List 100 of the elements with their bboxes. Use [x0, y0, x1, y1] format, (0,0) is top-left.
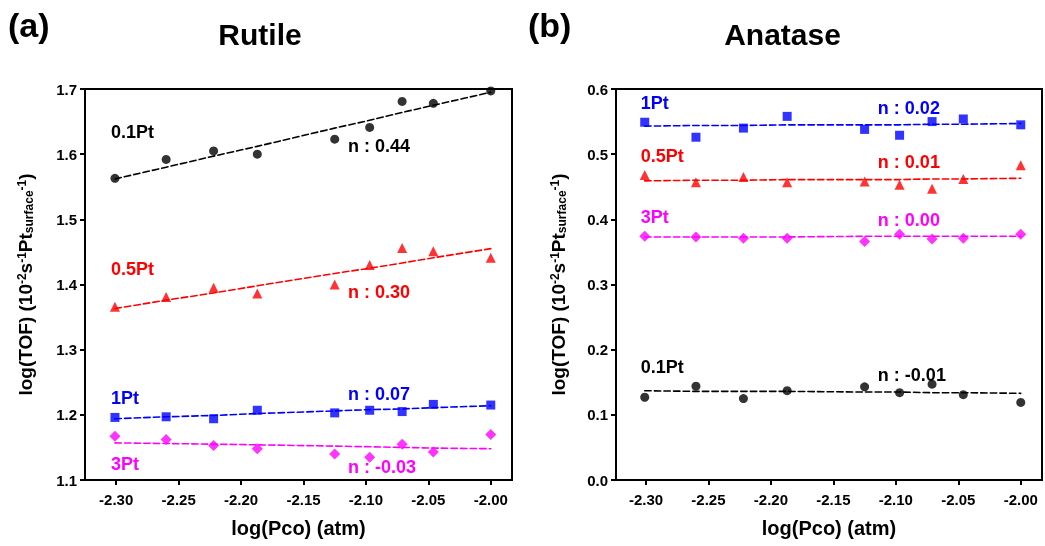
point [859, 235, 871, 247]
y-tick-label: 1.7 [56, 80, 77, 98]
point [365, 405, 375, 415]
point [640, 117, 650, 127]
point [208, 282, 219, 293]
y-tick-label: 0.3 [587, 276, 608, 293]
point [691, 132, 701, 142]
x-axis-title: log(Pco) (atm) [231, 517, 366, 539]
point [738, 394, 748, 404]
y-tick-label: 0.5 [587, 145, 608, 163]
point [397, 407, 407, 417]
series-label: n : -0.01 [877, 365, 946, 386]
point [1016, 120, 1026, 130]
x-tick-label: -2.00 [473, 491, 508, 508]
point [927, 183, 938, 194]
x-axis-title: log(Pco) (atm) [761, 517, 897, 539]
series-label: 1Pt [640, 93, 669, 114]
point [364, 259, 375, 270]
y-tick-label: 0.1 [587, 406, 608, 424]
point [957, 232, 969, 244]
y-tick-label: 1.3 [56, 341, 77, 359]
text: (a) [8, 6, 50, 44]
point [737, 232, 749, 244]
point [396, 438, 408, 450]
point [209, 414, 219, 424]
point [782, 177, 793, 188]
point [738, 123, 748, 133]
series-label: n : 0.01 [877, 152, 940, 173]
point [894, 179, 905, 190]
y-tick-label: 1.6 [56, 145, 77, 163]
x-tick-label: -2.05 [411, 491, 446, 508]
point [639, 170, 650, 181]
y-tick-label: 0.0 [587, 471, 608, 489]
point [364, 451, 376, 463]
point [639, 230, 651, 242]
series-label: n : 0.02 [877, 97, 940, 118]
point [895, 130, 905, 140]
point [428, 399, 438, 409]
point [109, 301, 120, 312]
point [691, 381, 701, 391]
point [1015, 228, 1027, 240]
point [330, 134, 340, 144]
point [640, 392, 650, 402]
point [160, 434, 172, 446]
point [690, 177, 701, 188]
point [485, 252, 496, 263]
y-tick-label: 1.1 [56, 471, 77, 489]
point [927, 117, 937, 127]
point [427, 446, 439, 458]
y-tick-label: 1.2 [56, 406, 77, 424]
point [397, 96, 407, 106]
series-label: 0.1Pt [640, 357, 684, 378]
point [252, 288, 263, 299]
point [1016, 397, 1026, 407]
series-label: n : 0.00 [877, 209, 940, 230]
point [397, 243, 408, 254]
series-label: 1Pt [110, 387, 139, 408]
series-label: n : 0.07 [347, 383, 410, 404]
point [738, 171, 749, 182]
chart-title: Anatase [724, 17, 841, 51]
series-label: 0.5Pt [640, 146, 684, 167]
series-label: 0.5Pt [110, 258, 154, 279]
x-tick-label: -2.20 [223, 491, 259, 508]
point [859, 176, 870, 187]
point [895, 388, 905, 398]
x-tick-label: -2.25 [691, 491, 726, 508]
point [860, 382, 870, 392]
point [1015, 160, 1026, 171]
point [252, 405, 262, 415]
point [486, 400, 496, 410]
point [251, 443, 263, 455]
point [958, 390, 968, 400]
point [110, 412, 120, 422]
point [781, 232, 793, 244]
point [161, 291, 172, 302]
y-tick-label: 0.6 [587, 80, 608, 98]
point [860, 124, 870, 134]
point [782, 111, 792, 121]
x-tick-label: -2.10 [878, 491, 913, 508]
point [485, 428, 497, 440]
point [958, 114, 968, 124]
point [894, 228, 906, 240]
x-tick-label: -2.00 [1003, 491, 1038, 508]
series-label: 3Pt [640, 207, 669, 228]
x-tick-label: -2.10 [348, 491, 384, 508]
point [161, 154, 171, 164]
point [208, 439, 220, 451]
series-label: n : 0.30 [347, 282, 410, 303]
point [252, 149, 262, 159]
series-label: 0.1Pt [110, 121, 154, 142]
x-tick-label: -2.30 [99, 491, 134, 508]
point [329, 279, 340, 290]
x-tick-label: -2.20 [753, 491, 789, 508]
series-label: n : 0.44 [347, 136, 410, 157]
x-tick-label: -2.05 [941, 491, 976, 508]
point [782, 386, 792, 396]
series-label: n : -0.03 [347, 457, 416, 478]
point [428, 246, 439, 257]
y-tick-label: 0.4 [587, 210, 609, 228]
text: (b) [528, 6, 572, 44]
